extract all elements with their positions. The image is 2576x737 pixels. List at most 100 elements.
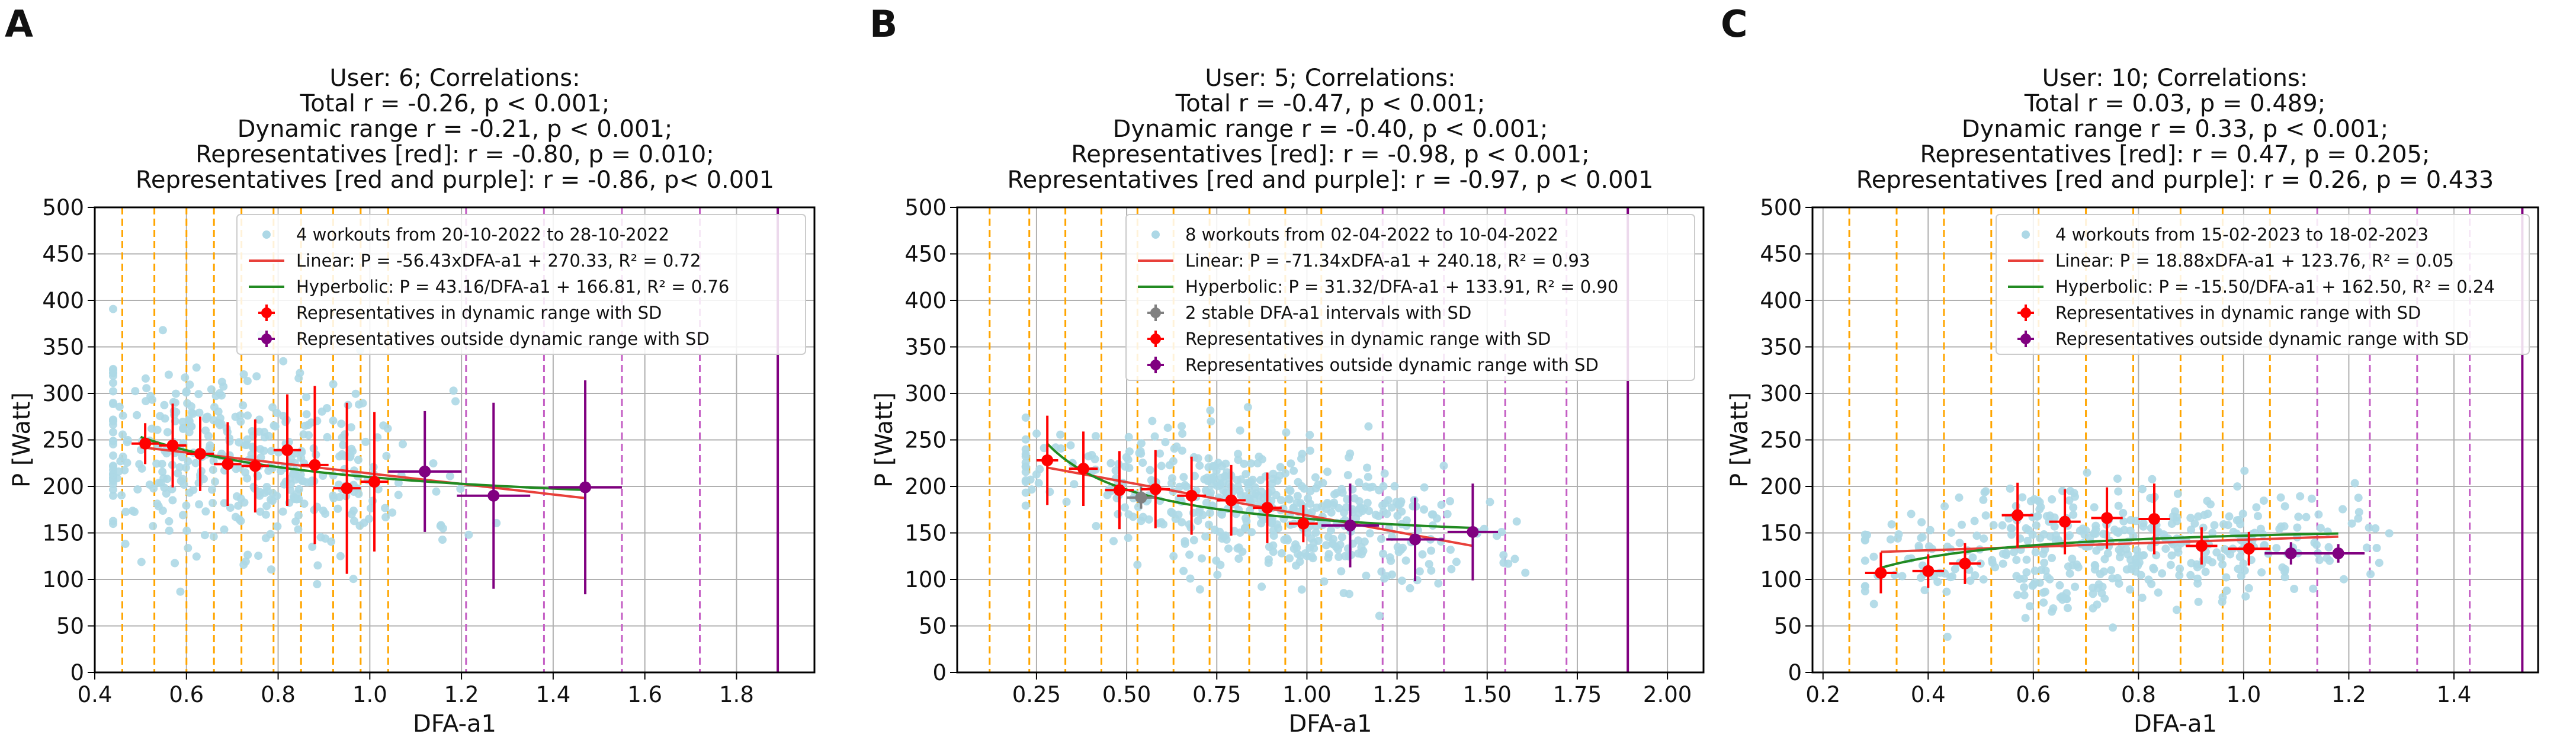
scatter-point bbox=[2050, 513, 2059, 522]
scatter-point bbox=[2212, 548, 2221, 557]
chart-title-line: Total r = 0.03, p = 0.489; bbox=[2024, 90, 2325, 117]
scatter-point bbox=[2139, 519, 2148, 528]
scatter-point bbox=[1981, 487, 1990, 496]
scatter-point bbox=[211, 478, 219, 486]
chart-title-line: User: 10; Correlations: bbox=[2042, 65, 2308, 92]
scatter-point bbox=[1338, 488, 1347, 497]
scatter-point bbox=[1264, 555, 1273, 564]
scatter-point bbox=[267, 565, 275, 574]
scatter-point bbox=[347, 423, 355, 432]
scatter-point bbox=[1124, 510, 1133, 519]
scatter-point bbox=[1427, 566, 1436, 575]
scatter-point bbox=[1091, 432, 1100, 441]
scatter-point bbox=[1343, 471, 1352, 479]
scatter-point bbox=[255, 488, 264, 496]
scatter-point bbox=[2114, 487, 2123, 496]
hyperbolic-fit-line bbox=[140, 435, 586, 491]
scatter-point bbox=[1257, 582, 1266, 591]
scatter-point bbox=[2069, 503, 2078, 512]
scatter-point bbox=[2174, 548, 2183, 557]
scatter-point bbox=[1121, 503, 1130, 512]
scatter-point bbox=[178, 453, 187, 462]
scatter-point bbox=[2366, 570, 2375, 579]
scatter-point bbox=[1319, 479, 1327, 488]
panel-letter: A bbox=[5, 2, 33, 46]
scatter-point bbox=[164, 370, 173, 379]
scatter-point bbox=[181, 463, 190, 472]
legend-scatter-swatch bbox=[1151, 230, 1160, 239]
legend-item-hyperbolic: Hyperbolic: P = 43.16/DFA-a1 + 166.81, R… bbox=[249, 277, 729, 297]
scatter-point bbox=[1917, 518, 1926, 527]
legend-box bbox=[236, 214, 806, 355]
scatter-point bbox=[2099, 567, 2108, 576]
representative-point bbox=[1949, 543, 1981, 584]
scatter-point bbox=[1195, 585, 1204, 594]
x-tick-label: 1.4 bbox=[2437, 682, 2472, 707]
scatter-point bbox=[163, 428, 172, 437]
scatter-point bbox=[1307, 552, 1316, 560]
scatter-point bbox=[1329, 534, 1337, 543]
scatter-point bbox=[1446, 497, 1454, 505]
scatter-point bbox=[2294, 512, 2303, 521]
y-tick-label: 450 bbox=[904, 242, 947, 267]
representative-point bbox=[1865, 552, 1897, 594]
scatter-point bbox=[1269, 531, 1278, 540]
y-tick-label: 500 bbox=[904, 195, 947, 220]
scatter-point bbox=[1253, 459, 1262, 467]
legend-label: Hyperbolic: P = 31.32/DFA-a1 + 133.91, R… bbox=[1185, 277, 1618, 297]
scatter-point bbox=[123, 435, 132, 444]
linear-fit-line bbox=[1881, 535, 2338, 553]
x-tick-label: 1.0 bbox=[2226, 682, 2261, 707]
scatter-point bbox=[1499, 558, 1508, 567]
scatter-point bbox=[137, 464, 146, 473]
scatter-point bbox=[1420, 505, 1429, 514]
scatter-point bbox=[437, 521, 445, 530]
scatter-point bbox=[299, 430, 308, 439]
scatter-point bbox=[1178, 430, 1187, 438]
scatter-point bbox=[117, 491, 126, 500]
scatter-point bbox=[2064, 532, 2073, 541]
scatter-point bbox=[1334, 553, 1343, 561]
scatter-point bbox=[394, 491, 403, 499]
scatter-point bbox=[1924, 542, 1933, 551]
chart-title-line: Representatives [red]: r = -0.80, p = 0.… bbox=[195, 141, 714, 168]
scatter-point bbox=[2354, 508, 2363, 517]
scatter-point bbox=[1300, 484, 1308, 493]
scatter-point bbox=[1207, 417, 1215, 426]
scatter-point bbox=[1406, 584, 1414, 592]
scatter-point bbox=[2199, 523, 2208, 532]
scatter-point bbox=[1323, 467, 1332, 476]
scatter-point bbox=[1167, 508, 1176, 517]
scatter-point bbox=[1198, 554, 1206, 563]
scatter-point bbox=[1355, 478, 1364, 487]
scatter-point bbox=[297, 454, 306, 462]
legend-label: Representatives outside dynamic range wi… bbox=[1185, 355, 1599, 375]
representative-point bbox=[1217, 464, 1246, 536]
scatter-point bbox=[1305, 499, 1314, 508]
scatter-point bbox=[141, 374, 150, 383]
scatter-point bbox=[2107, 566, 2116, 575]
scatter-point bbox=[1869, 552, 1878, 561]
scatter-point bbox=[1276, 496, 1285, 505]
scatter-point bbox=[1125, 463, 1134, 472]
scatter-point bbox=[1943, 632, 1952, 641]
scatter-point bbox=[1382, 510, 1391, 518]
scatter-point bbox=[137, 557, 146, 566]
x-tick-label: 1.4 bbox=[535, 682, 570, 707]
legend-item-hyperbolic: Hyperbolic: P = 31.32/DFA-a1 + 133.91, R… bbox=[1138, 277, 1618, 297]
scatter-point bbox=[2149, 563, 2158, 572]
outside-representative-point bbox=[1447, 483, 1499, 581]
scatter-point bbox=[335, 452, 344, 461]
scatter-point bbox=[2039, 550, 2048, 558]
scatter-point bbox=[1281, 469, 1290, 478]
scatter-point bbox=[2090, 503, 2099, 512]
y-tick-label: 200 bbox=[904, 474, 947, 499]
legend-err-swatch-marker bbox=[1150, 334, 1161, 344]
scatter-point bbox=[2058, 592, 2067, 601]
scatter-point bbox=[1259, 494, 1268, 502]
x-tick-label: 2.00 bbox=[1643, 682, 1692, 707]
scatter-point bbox=[1161, 438, 1170, 447]
legend-err-swatch-marker bbox=[1150, 307, 1161, 318]
scatter-point bbox=[1165, 461, 1174, 470]
scatter-point bbox=[278, 507, 287, 516]
